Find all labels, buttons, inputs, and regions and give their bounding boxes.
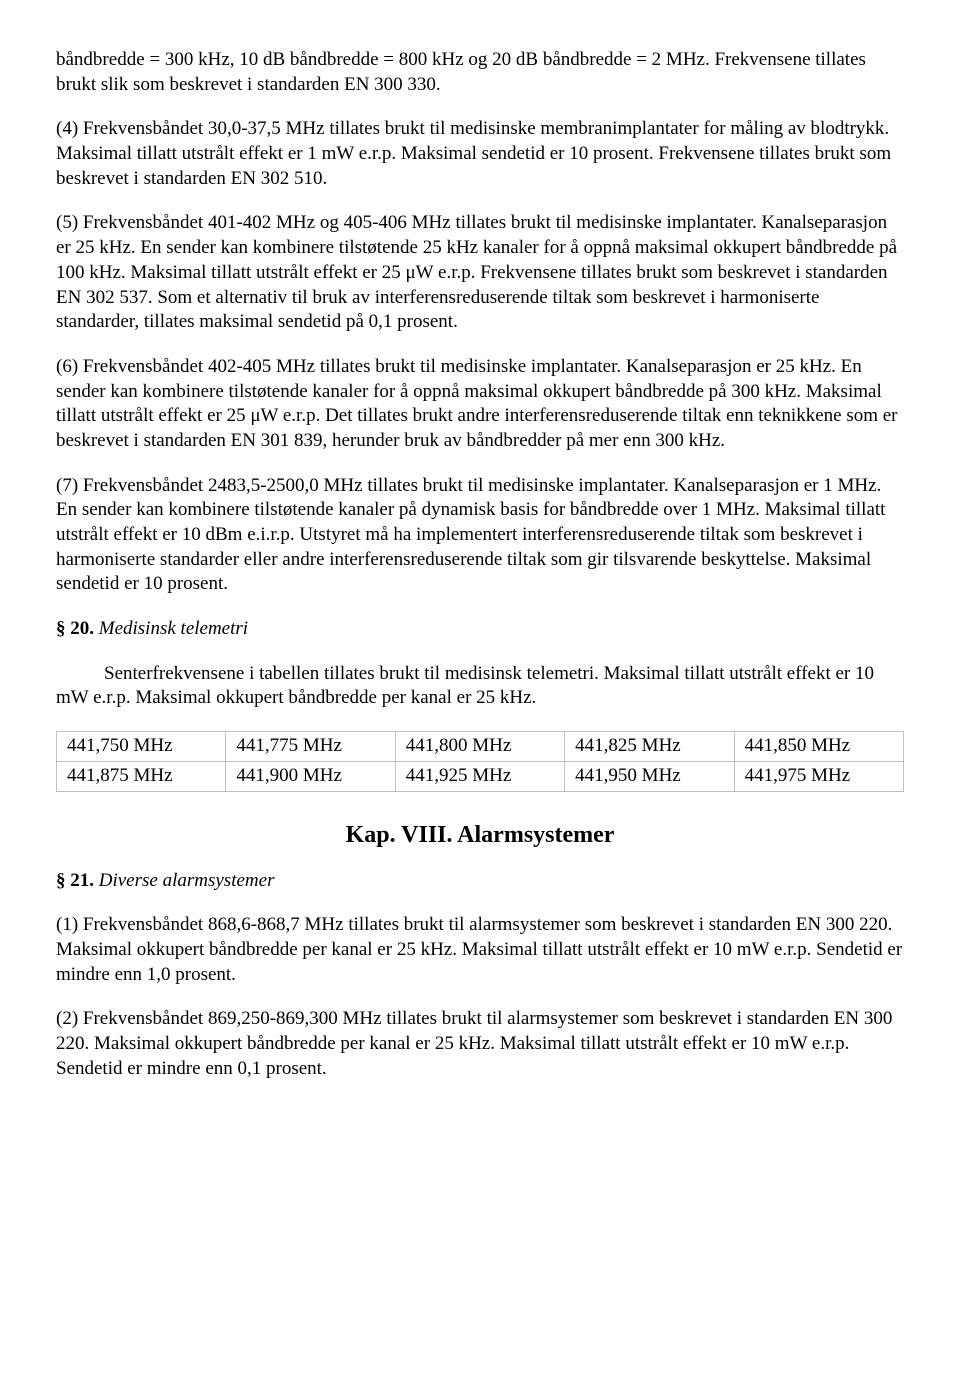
paragraph-5: (7) Frekvensbåndet 2483,5-2500,0 MHz til…	[56, 474, 904, 597]
section-21-paragraph-2: (2) Frekvensbåndet 869,250-869,300 MHz t…	[56, 1007, 904, 1081]
table-cell: 441,900 MHz	[226, 761, 395, 791]
table-cell: 441,875 MHz	[57, 761, 226, 791]
section-20-title: Medisinsk telemetri	[94, 618, 248, 639]
section-20-paragraph-1: Senterfrekvensene i tabellen tillates br…	[56, 662, 904, 711]
frequency-table: 441,750 MHz 441,775 MHz 441,800 MHz 441,…	[56, 731, 904, 791]
table-cell: 441,850 MHz	[734, 732, 903, 762]
paragraph-1: båndbredde = 300 kHz, 10 dB båndbredde =…	[56, 48, 904, 97]
table-cell: 441,975 MHz	[734, 761, 903, 791]
table-cell: 441,825 MHz	[565, 732, 734, 762]
section-21-label: § 21.	[56, 870, 94, 891]
table-cell: 441,750 MHz	[57, 732, 226, 762]
table-row: 441,875 MHz 441,900 MHz 441,925 MHz 441,…	[57, 761, 904, 791]
section-21-title: Diverse alarmsystemer	[94, 870, 274, 891]
table-row: 441,750 MHz 441,775 MHz 441,800 MHz 441,…	[57, 732, 904, 762]
section-21-paragraph-1: (1) Frekvensbåndet 868,6-868,7 MHz tilla…	[56, 913, 904, 987]
paragraph-2: (4) Frekvensbåndet 30,0-37,5 MHz tillate…	[56, 117, 904, 191]
paragraph-4: (6) Frekvensbåndet 402-405 MHz tillates …	[56, 355, 904, 454]
paragraph-3: (5) Frekvensbåndet 401-402 MHz og 405-40…	[56, 211, 904, 334]
table-cell: 441,925 MHz	[395, 761, 564, 791]
section-21-heading: § 21. Diverse alarmsystemer	[56, 869, 904, 894]
section-20-label: § 20.	[56, 618, 94, 639]
section-20-heading: § 20. Medisinsk telemetri	[56, 617, 904, 642]
table-cell: 441,775 MHz	[226, 732, 395, 762]
table-cell: 441,950 MHz	[565, 761, 734, 791]
table-cell: 441,800 MHz	[395, 732, 564, 762]
chapter-heading: Kap. VIII. Alarmsystemer	[56, 820, 904, 851]
